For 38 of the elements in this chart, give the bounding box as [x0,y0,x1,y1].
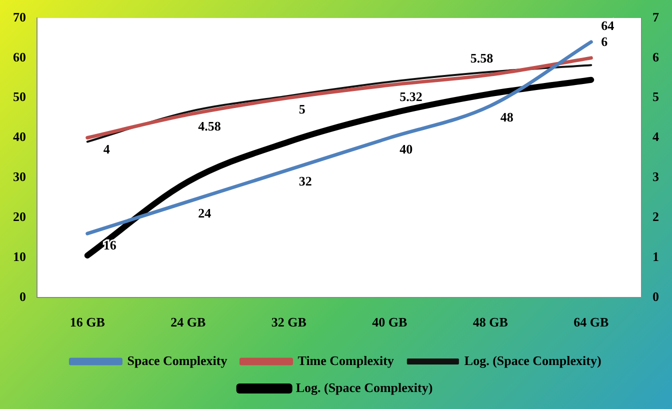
data-label: 48 [500,110,514,125]
y-tick-label: 40 [13,129,26,144]
y-tick-label: 0 [20,288,26,304]
data-label: 4.58 [198,118,222,134]
y2-tick-label: 5 [652,89,660,104]
x-tick-label: 16 GB [70,314,106,330]
data-label: 4 [103,142,110,157]
y2-tick-label: 1 [652,248,659,264]
line-series [86,40,593,236]
data-label: 5 [298,102,306,117]
y2-tick-label: 2 [652,208,659,224]
data-label: 5.58 [470,50,494,66]
y-tick-label: 20 [13,208,26,224]
y-tick-label: 60 [13,49,26,64]
data-label: 64 [601,18,615,33]
data-label: 32 [298,174,312,189]
y2-tick-label: 7 [652,9,660,24]
x-tick-label: 64 GB [574,314,609,330]
y2-tick-label: 4 [652,129,660,144]
y-tick-label: 70 [13,9,26,24]
data-label: 40 [400,142,413,157]
legend-label: Log. (Space Complexity) [464,352,602,368]
legend-label: Space Complexity [127,352,228,368]
x-tick-label: 24 GB [170,314,206,330]
data-label: 24 [198,205,212,220]
y2-tick-label: 6 [652,49,660,64]
y2-tick-label: 0 [652,288,659,304]
data-label: 6 [601,34,608,49]
y-tick-label: 50 [13,89,26,104]
data-label: 5.32 [400,88,422,104]
x-tick-label: 48 GB [472,314,508,330]
y2-tick-label: 3 [652,169,660,184]
x-tick-label: 40 GB [372,314,408,330]
x-tick-label: 32 GB [271,314,307,330]
legend-label: Log. (Space Complexity) [296,380,433,395]
y-tick-label: 30 [13,169,26,184]
legend-label: Time Complexity [298,352,394,368]
y-tick-label: 10 [13,248,26,264]
